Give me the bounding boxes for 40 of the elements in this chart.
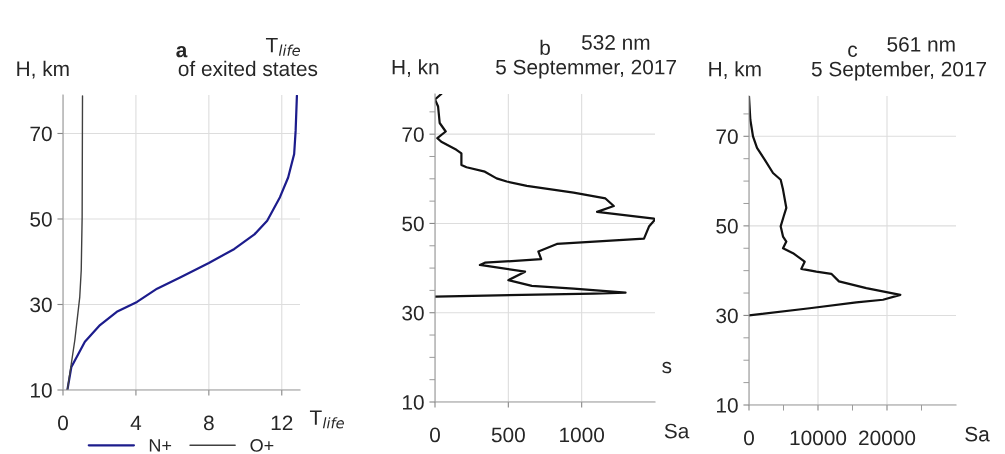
y-tick-label: 10 <box>717 398 738 413</box>
x-tick-label: 8 <box>203 415 214 431</box>
x-tick-label: 500 <box>491 427 525 443</box>
chart-title: a <box>176 45 188 58</box>
y-tick-label: 70 <box>402 127 424 142</box>
y-tick-label: 70 <box>716 129 738 145</box>
text: s <box>662 361 672 374</box>
x-tick-label: 0 <box>430 427 440 443</box>
y-tick-label: 10 <box>403 395 424 410</box>
text: 5 Septemmer, 2017 <box>496 59 676 79</box>
text: 5 September, 2017 <box>811 61 987 81</box>
x-tick-label: 0 <box>744 430 754 446</box>
x-axis-title: Sa <box>664 423 690 439</box>
y-tick-label: 30 <box>716 308 738 324</box>
x-tick-label: 0 <box>58 415 68 431</box>
chart-title: b <box>540 39 550 56</box>
x-tick-label: 20000 <box>859 430 916 446</box>
chart-title: c <box>848 45 858 57</box>
text: T$_{life}$ <box>265 37 300 56</box>
text: 561 nm <box>887 36 955 52</box>
y-tick-label: 50 <box>402 216 424 232</box>
legend-label: O+ <box>250 439 274 452</box>
text: of exited states <box>178 60 318 77</box>
x-tick-label: 12 <box>271 415 293 431</box>
y-axis-title: H, km <box>17 60 69 79</box>
y-tick-label: 30 <box>30 297 52 313</box>
y-tick-label: 50 <box>716 218 738 234</box>
legend-label: N+ <box>149 439 172 452</box>
x-tick-label: 1000 <box>560 427 605 443</box>
y-axis-title: H, km <box>709 61 761 79</box>
y-tick-label: 30 <box>402 305 424 321</box>
x-axis-title: Sa <box>965 426 990 442</box>
y-tick-label: 10 <box>31 383 52 398</box>
x-tick-label: 4 <box>130 415 142 431</box>
text: 532 nm <box>581 35 650 50</box>
y-axis-title: H, kn <box>392 59 439 77</box>
x-axis-title: T$_{life}$ <box>309 410 344 429</box>
y-tick-label: 50 <box>30 211 52 227</box>
y-tick-label: 70 <box>30 126 52 142</box>
x-tick-label: 10000 <box>790 430 847 446</box>
